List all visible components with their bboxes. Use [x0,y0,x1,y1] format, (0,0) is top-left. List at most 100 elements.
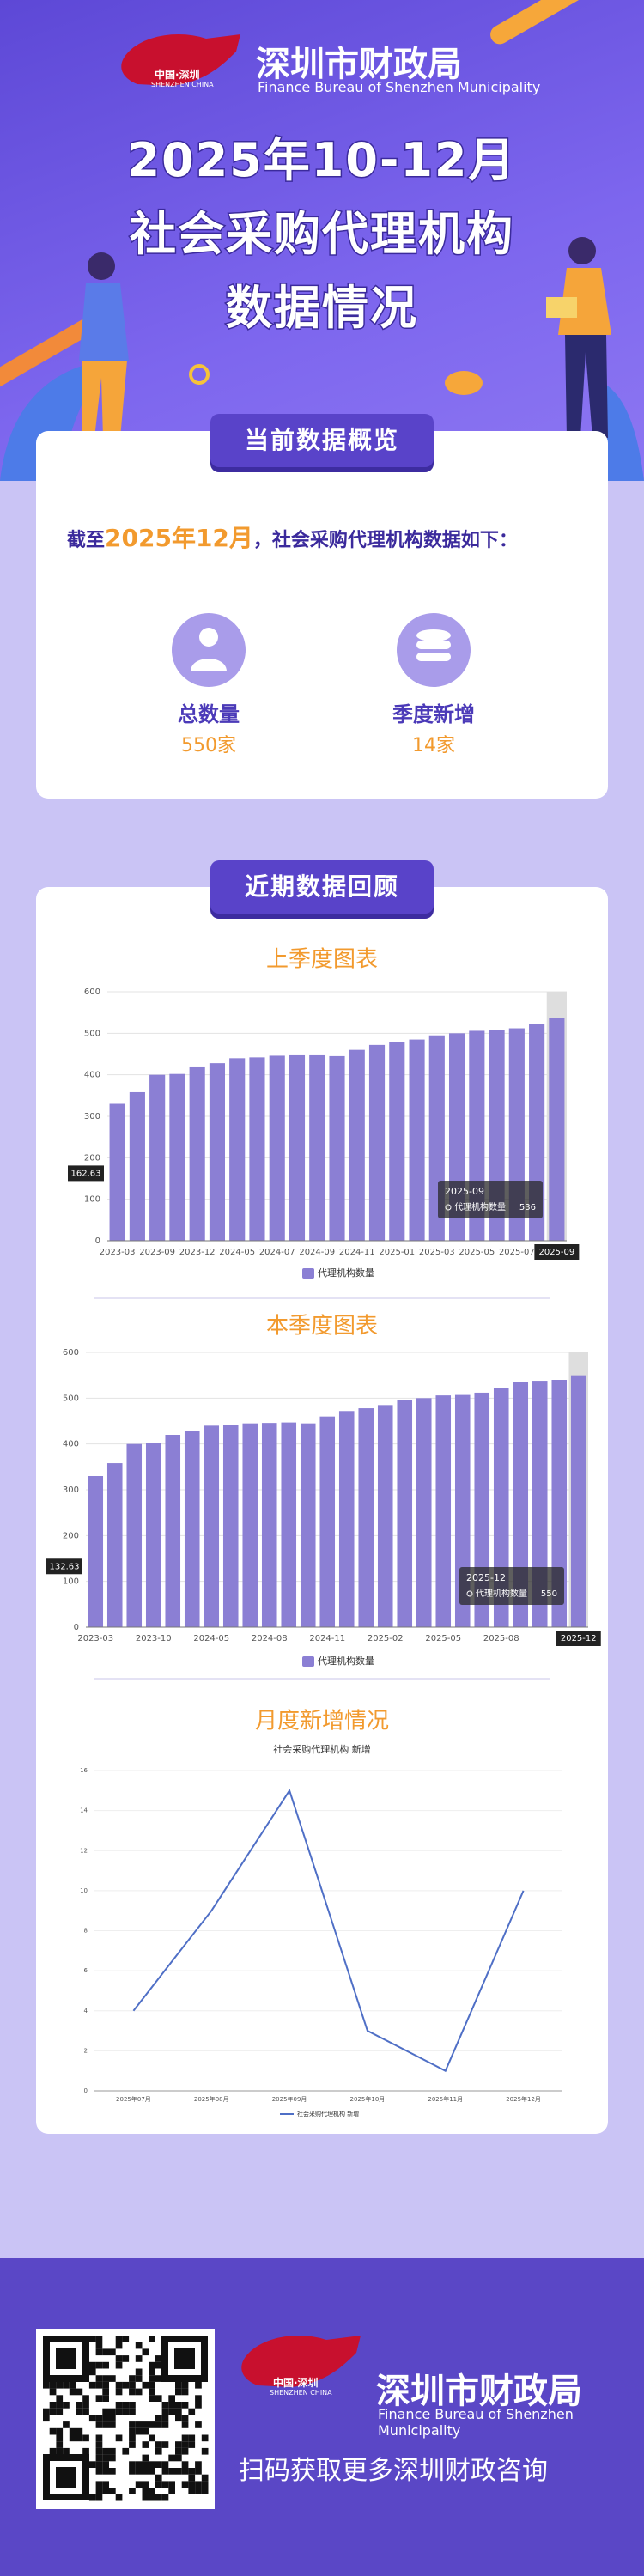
stat-icon [416,653,451,661]
qr-module [69,2427,76,2435]
pointer-label-bg [46,1558,82,1575]
qr-module [88,2494,96,2501]
qr-module [201,2434,209,2442]
bar [358,1408,374,1627]
bar [189,1066,205,1241]
qr-module [181,2461,189,2468]
title-line: 数据情况 [225,280,418,337]
qr-module [175,2381,182,2389]
y-tick-label: 300 [63,1485,79,1495]
qr-module [188,2488,196,2494]
x-tick-label: 2025-09 [538,1248,574,1257]
x-tick-label: 2025年11月 [428,2095,463,2103]
y-tick-label: 10 [80,1887,88,1894]
qr-module [149,2388,155,2396]
pointer-label-bg [68,1165,104,1182]
person [88,252,115,280]
y-tick-label: 0 [95,1236,100,1246]
person [79,283,129,361]
qr-module [122,2336,130,2342]
y-tick-label: 200 [63,1531,79,1540]
qr-module [161,2421,169,2428]
qr-module [82,2402,89,2409]
qr-module [56,2447,64,2455]
qr-module [122,2447,130,2455]
x-tick-label: 2025年09月 [272,2095,307,2103]
qr-module [115,2336,123,2342]
bar [532,1381,548,1627]
qr-module [95,2336,103,2342]
qr-module [155,2375,162,2382]
person [568,237,596,264]
qr-module [49,2381,57,2389]
qr-module [129,2427,136,2435]
qr-module [88,2336,96,2342]
person [82,361,127,438]
bar [242,1423,258,1627]
qr-module [122,2402,130,2409]
section-badge: 当前数据概览 [210,414,434,467]
qr-module [56,2408,64,2415]
qr-module [135,2461,143,2468]
bar [129,1091,145,1241]
bar [319,1416,336,1627]
qr-module [129,2408,136,2415]
tooltip-dot [466,1590,473,1597]
stat-icons [172,613,471,687]
bar [281,1422,297,1627]
qr-module [155,2474,162,2482]
logo-en: SHENZHEN CHINA [270,2389,332,2397]
qr-module [129,2421,136,2428]
qr-module [201,2447,209,2455]
x-tick-label: 2023-10 [136,1634,172,1643]
qr-module [181,2441,189,2448]
qr-module [129,2441,136,2448]
qr-module [115,2402,123,2409]
y-tick-label: 600 [84,987,100,997]
org-en: Finance Bureau of Shenzhen Municipality [258,79,541,95]
qr-finder [56,2348,76,2369]
qr-module [129,2381,136,2389]
qr-module [181,2421,189,2428]
x-tick-label: 2024-09 [299,1248,335,1257]
qr-module [115,2408,123,2415]
qr-module [102,2468,109,2475]
qr-module [76,2388,83,2396]
stat-value: 550家 [181,735,236,756]
tooltip-title: 2025-09 [445,1186,484,1197]
bar [261,1423,277,1627]
qr-module [168,2468,175,2475]
qr-module [188,2474,196,2482]
logo-bull [241,2336,361,2387]
bar [106,1463,123,1627]
x-tick-label: 2024-05 [219,1248,255,1257]
y-tick-label: 500 [63,1394,79,1403]
qr-module [122,2355,130,2362]
bar [149,1074,166,1241]
qr-module [56,2402,64,2409]
qr-module [56,2441,64,2448]
stat-label: 总数量 [178,702,240,726]
tooltip-dot [445,1204,452,1211]
qr-module [175,2402,182,2409]
tooltip-name: 代理机构数量 [476,1588,527,1599]
org-cn: 深圳市财政局 [256,45,462,84]
qr-module [43,2415,50,2422]
qr-module [142,2427,149,2435]
qr-module [129,2375,136,2382]
overview-card [36,431,608,799]
qr-module [149,2375,155,2382]
qr-module [142,2494,149,2501]
qr-module [102,2388,109,2396]
qr-module [149,2488,155,2494]
x-tick-label: 2025-01 [379,1248,415,1257]
qr-module [102,2488,109,2494]
qr-module [69,2388,76,2396]
legend-label: 代理机构数量 [318,1655,374,1667]
x-tick-label: 2024-11 [309,1634,345,1643]
org-en: Finance Bureau of Shenzhen Municipality [378,2406,574,2439]
y-tick-label: 0 [84,2087,88,2094]
y-tick-label: 14 [80,1807,88,1814]
qr-module [95,2342,103,2349]
qr-module [76,2408,83,2415]
